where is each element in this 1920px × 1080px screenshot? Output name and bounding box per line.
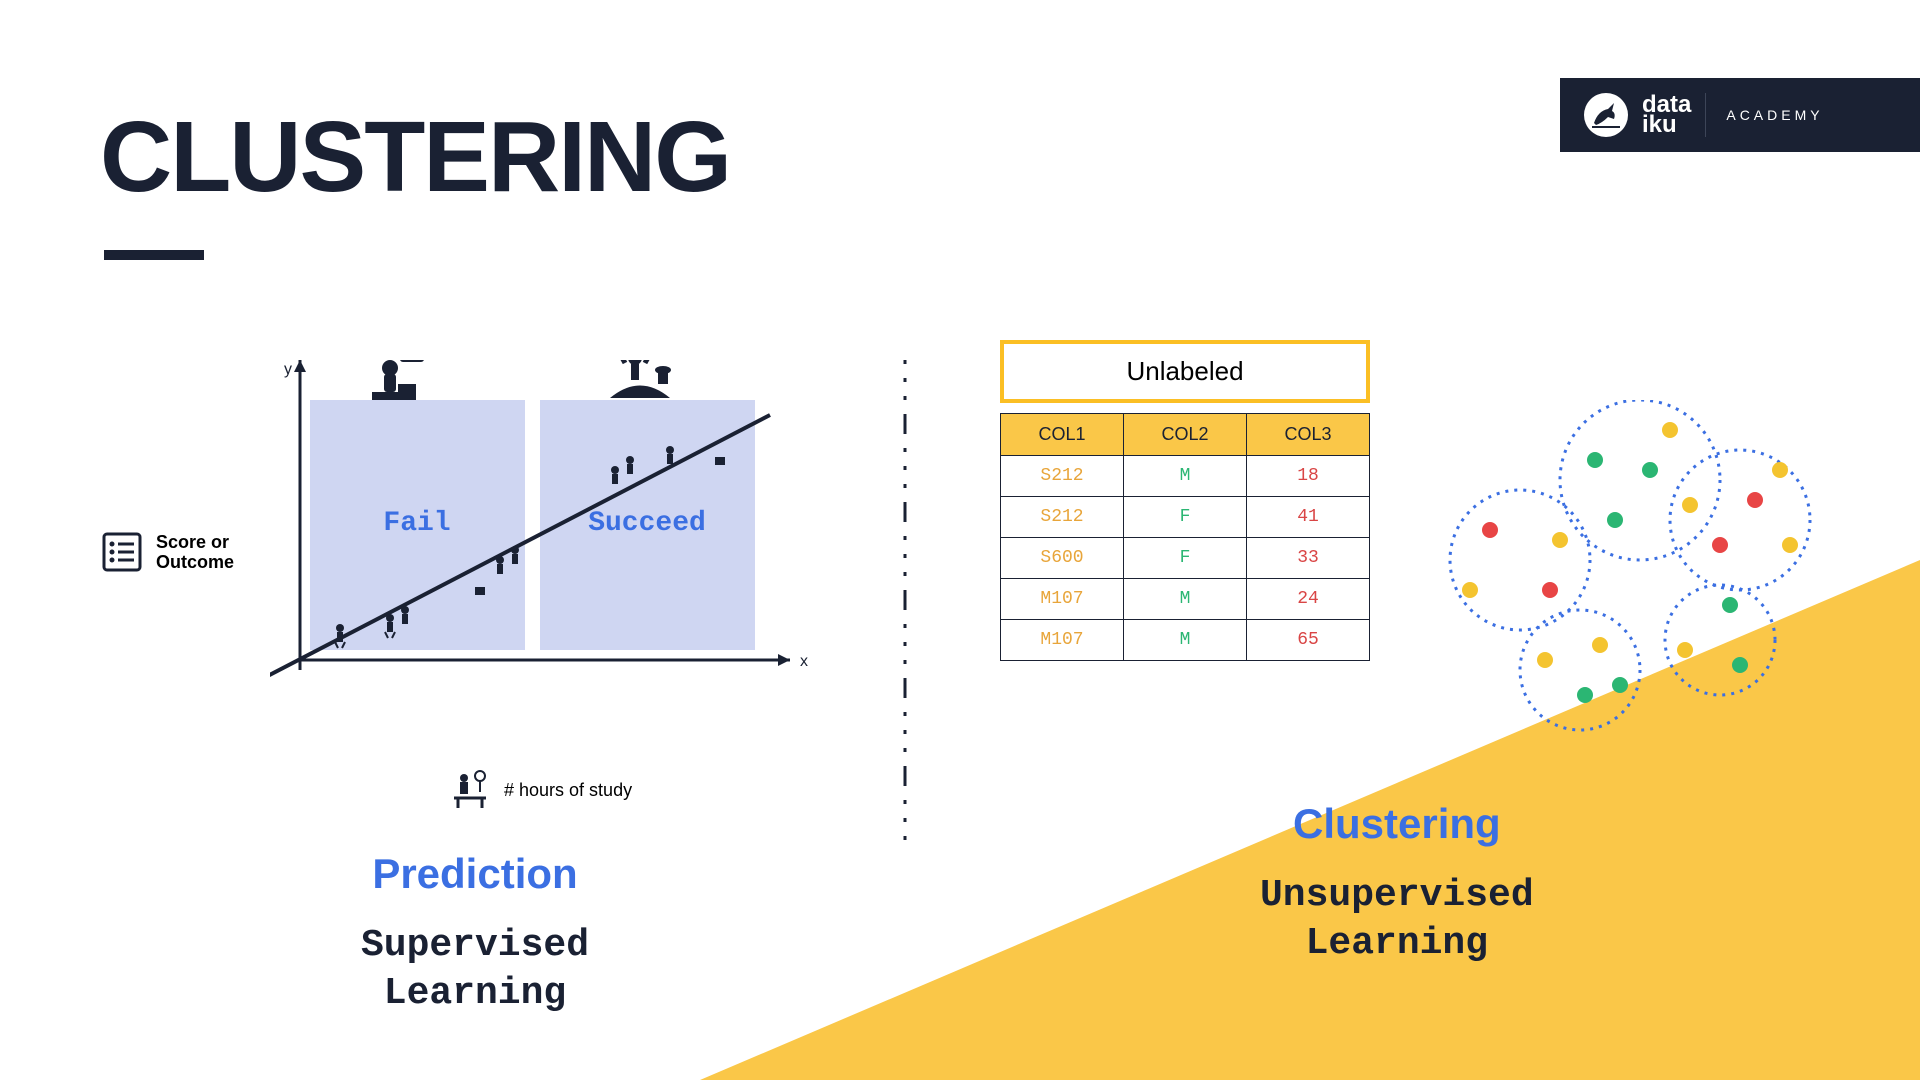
table-header: COL2 [1124,414,1247,456]
table-cell: 18 [1247,456,1370,497]
table-cell: 65 [1247,620,1370,661]
unlabeled-table: COL1COL2COL3 S212M18S212F41S600F33M107M2… [1000,413,1370,661]
table-cell: M [1124,620,1247,661]
x-axis-label-group: # hours of study [450,770,632,810]
table-header: COL1 [1001,414,1124,456]
fail-figure-icon: ✕ [372,360,424,400]
table-cell: M107 [1001,620,1124,661]
table-row: S600F33 [1001,538,1370,579]
cluster-outline [1670,450,1810,590]
cluster-point [1677,642,1693,658]
table-cell: 33 [1247,538,1370,579]
clustering-headline: Clustering Unsupervised Learning [1260,800,1534,968]
cluster-point [1782,537,1798,553]
cluster-point [1682,497,1698,513]
prediction-chart: Score or Outcome y x [270,360,830,760]
study-desk-icon [450,770,490,810]
prediction-sub: Supervised Learning [120,922,830,1018]
y-axis-label: Score or Outcome [156,532,234,572]
table-cell: S212 [1001,497,1124,538]
table-cell: M [1124,579,1247,620]
cluster-point [1732,657,1748,673]
table-row: S212F41 [1001,497,1370,538]
academy-label: ACADEMY [1726,107,1823,123]
title-underline [104,250,204,260]
cluster-point [1577,687,1593,703]
cluster-point [1612,677,1628,693]
table-cell: 41 [1247,497,1370,538]
checklist-icon [100,530,144,574]
table-cell: M107 [1001,579,1124,620]
table-cell: 24 [1247,579,1370,620]
y-letter: y [284,361,292,378]
table-cell: F [1124,538,1247,579]
brand-logo-icon [1584,93,1628,137]
cluster-point [1642,462,1658,478]
table-cell: M [1124,456,1247,497]
clustering-sub: Unsupervised Learning [1260,872,1534,968]
table-row: M107M24 [1001,579,1370,620]
table-cell: S600 [1001,538,1124,579]
cluster-point [1747,492,1763,508]
clustering-heading: Clustering [1260,800,1534,848]
prediction-heading: Prediction [120,850,830,898]
cluster-outline [1665,585,1775,695]
clustering-section: Unlabeled COL1COL2COL3 S212M18S212F41S60… [1000,340,1840,661]
cluster-point [1712,537,1728,553]
table-row: S212M18 [1001,456,1370,497]
table-title: Unlabeled [1000,340,1370,403]
table-cell: F [1124,497,1247,538]
cluster-point [1587,452,1603,468]
page-title: CLUSTERING [100,100,730,215]
cluster-point [1482,522,1498,538]
cluster-point [1592,637,1608,653]
fail-label: Fail [383,508,450,539]
section-divider [900,360,910,840]
x-letter: x [800,653,808,670]
prediction-headline: Prediction Supervised Learning [120,850,830,1018]
cluster-point [1552,532,1568,548]
prediction-section: Score or Outcome y x [100,360,830,1018]
cluster-point [1772,462,1788,478]
cluster-outline [1450,490,1590,630]
table-cell: S212 [1001,456,1124,497]
brand-divider [1705,93,1706,137]
cluster-point [1722,597,1738,613]
succeed-label: Succeed [588,508,706,539]
y-axis-label-group: Score or Outcome [100,530,234,574]
slide: data iku ACADEMY CLUSTERING Score or Out… [0,0,1920,1080]
x-axis-label: # hours of study [504,780,632,801]
table-row: M107M65 [1001,620,1370,661]
chart-svg: y x [270,360,830,720]
brand-line2: iku [1642,115,1691,135]
brand-name: data iku [1642,95,1691,135]
cluster-point [1662,422,1678,438]
table-header: COL3 [1247,414,1370,456]
cluster-visualization [1420,400,1820,740]
cluster-outline [1520,610,1640,730]
brand-bar: data iku ACADEMY [1560,78,1920,152]
cluster-point [1607,512,1623,528]
cluster-point [1542,582,1558,598]
cluster-point [1537,652,1553,668]
cluster-point [1462,582,1478,598]
cluster-outline [1560,400,1720,560]
succeed-figure-icon [610,360,671,398]
